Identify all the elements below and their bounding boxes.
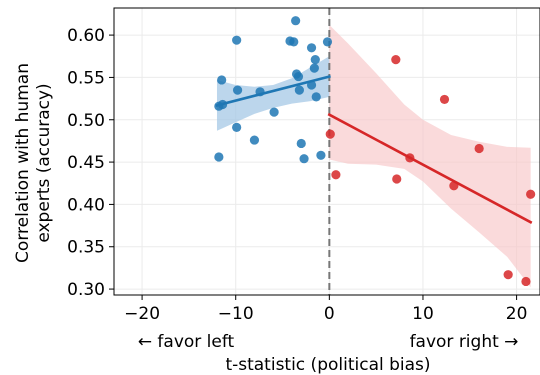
data-point: [217, 75, 227, 85]
data-point: [439, 94, 450, 105]
data-point: [503, 270, 513, 280]
y-tick-label: 0.30: [67, 280, 105, 300]
data-point: [325, 129, 335, 139]
data-point: [311, 92, 321, 102]
data-point: [322, 37, 333, 47]
data-point: [306, 43, 317, 53]
x-tick-label: −10: [218, 304, 254, 324]
data-point: [331, 170, 341, 180]
data-point: [214, 152, 224, 162]
data-point: [392, 174, 402, 184]
data-point: [269, 107, 279, 117]
plot-frame: [113, 7, 540, 296]
data-point: [474, 143, 484, 154]
data-point: [391, 55, 401, 65]
y-tick-label: 0.55: [67, 68, 105, 88]
x-tick-label: 0: [324, 304, 335, 324]
direction-left-label: ← favor left: [138, 332, 235, 352]
data-point: [310, 55, 320, 65]
y-tick-label: 0.35: [67, 238, 105, 258]
y-tick-label: 0.45: [67, 153, 105, 173]
x-tick-label: −20: [124, 304, 160, 324]
x-tick-label: 20: [506, 304, 528, 324]
data-point: [299, 154, 309, 164]
data-point: [232, 122, 242, 132]
data-point: [296, 138, 306, 149]
confidence-bands: [216, 24, 531, 288]
direction-right-label: favor right →: [410, 332, 519, 352]
y-axis-label-line1: Correlation with human: [13, 63, 33, 263]
data-point: [309, 63, 319, 73]
data-point: [316, 150, 326, 160]
regression-line: [215, 74, 331, 107]
y-axis-ticks: 0.30 0.35 0.40 0.45 0.50 0.55 0.60: [67, 26, 114, 300]
data-point: [289, 37, 299, 47]
data-point: [232, 35, 242, 45]
data-point: [526, 189, 536, 199]
data-point: [249, 135, 260, 145]
y-tick-label: 0.60: [67, 26, 105, 46]
x-axis-ticks: −20 −10 0 10 20: [124, 295, 527, 324]
y-tick-label: 0.50: [67, 111, 105, 131]
x-tick-label: 10: [412, 304, 434, 324]
confidence-band: [329, 24, 531, 288]
y-axis-label-line2: experts (accuracy): [34, 83, 54, 242]
x-axis-label: t-statistic (political bias): [225, 355, 430, 375]
data-point: [294, 85, 304, 95]
data-point: [521, 276, 531, 287]
y-tick-label: 0.40: [67, 195, 105, 215]
data-point: [291, 16, 301, 26]
regression-lines: [215, 74, 533, 224]
regression-line: [327, 112, 533, 224]
data-point: [293, 71, 304, 82]
data-point: [232, 85, 243, 95]
